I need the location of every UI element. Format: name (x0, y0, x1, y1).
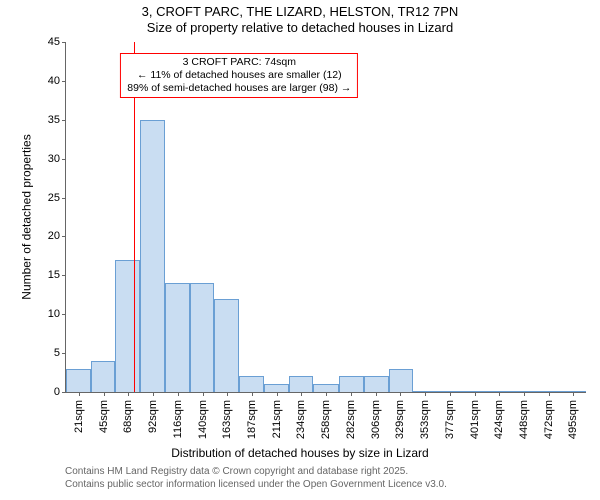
title-line-1: 3, CROFT PARC, THE LIZARD, HELSTON, TR12… (0, 4, 600, 20)
x-tick-label: 140sqm (197, 400, 209, 439)
y-tick: 5 (54, 347, 66, 359)
x-tick-label: 401sqm (469, 400, 481, 439)
x-tick-mark (227, 392, 228, 396)
x-tick-mark (499, 392, 500, 396)
histogram-bar (91, 361, 115, 392)
histogram-bar (115, 260, 140, 392)
histogram-bar (289, 376, 313, 392)
x-tick-label: 234sqm (295, 400, 307, 439)
chart-title: 3, CROFT PARC, THE LIZARD, HELSTON, TR12… (0, 4, 600, 37)
histogram-bar (165, 283, 190, 392)
x-tick-mark (178, 392, 179, 396)
x-tick-label: 163sqm (221, 400, 233, 439)
x-tick-mark (128, 392, 129, 396)
y-tick: 25 (48, 192, 66, 204)
x-tick-label: 211sqm (271, 400, 283, 438)
y-tick: 35 (48, 114, 66, 126)
x-tick-mark (475, 392, 476, 396)
y-tick: 45 (48, 36, 66, 48)
x-tick-label: 495sqm (567, 400, 579, 439)
y-tick: 40 (48, 75, 66, 87)
histogram-bar (190, 283, 214, 392)
histogram-bar (264, 384, 289, 392)
chart-container: { "title_line1": "3, CROFT PARC, THE LIZ… (0, 0, 600, 500)
x-tick-label: 329sqm (394, 400, 406, 439)
attribution: Contains HM Land Registry data © Crown c… (65, 466, 447, 491)
histogram-bar (364, 376, 389, 392)
x-axis-label: Distribution of detached houses by size … (0, 446, 600, 460)
x-tick-mark (450, 392, 451, 396)
x-tick-mark (203, 392, 204, 396)
annotation-line: ← 11% of detached houses are smaller (12… (127, 69, 351, 82)
histogram-bar (214, 299, 239, 392)
histogram-bar (140, 120, 165, 392)
x-tick-label: 306sqm (370, 400, 382, 439)
histogram-bar (313, 384, 338, 392)
x-tick-label: 187sqm (246, 400, 258, 439)
histogram-bar (339, 376, 364, 392)
x-tick-mark (326, 392, 327, 396)
y-tick: 15 (48, 269, 66, 281)
plot-area: 05101520253035404521sqm45sqm68sqm92sqm11… (65, 42, 586, 393)
x-tick-label: 116sqm (172, 400, 184, 438)
y-axis-label: Number of detached properties (20, 134, 34, 299)
x-tick-mark (153, 392, 154, 396)
x-tick-label: 353sqm (419, 400, 431, 439)
x-tick-mark (301, 392, 302, 396)
attribution-line-1: Contains HM Land Registry data © Crown c… (65, 466, 447, 479)
histogram-bar (239, 376, 264, 392)
annotation-line: 3 CROFT PARC: 74sqm (127, 56, 351, 69)
annotation-line: 89% of semi-detached houses are larger (… (127, 82, 351, 95)
x-tick-label: 448sqm (518, 400, 530, 439)
x-tick-mark (376, 392, 377, 396)
histogram-bar (66, 369, 91, 392)
x-tick-mark (79, 392, 80, 396)
y-tick: 20 (48, 230, 66, 242)
x-tick-mark (524, 392, 525, 396)
x-tick-mark (549, 392, 550, 396)
x-tick-label: 21sqm (73, 400, 85, 433)
y-tick: 0 (54, 386, 66, 398)
x-tick-label: 92sqm (147, 400, 159, 433)
x-tick-label: 258sqm (320, 400, 332, 439)
x-tick-mark (425, 392, 426, 396)
x-tick-mark (351, 392, 352, 396)
x-tick-label: 68sqm (122, 400, 134, 433)
y-tick: 30 (48, 153, 66, 165)
x-tick-label: 424sqm (493, 400, 505, 439)
x-tick-mark (104, 392, 105, 396)
x-tick-label: 472sqm (543, 400, 555, 439)
x-tick-mark (400, 392, 401, 396)
title-line-2: Size of property relative to detached ho… (0, 20, 600, 36)
annotation-box: 3 CROFT PARC: 74sqm← 11% of detached hou… (120, 53, 358, 98)
x-tick-label: 282sqm (345, 400, 357, 439)
x-tick-label: 377sqm (444, 400, 456, 439)
x-tick-mark (573, 392, 574, 396)
attribution-line-2: Contains public sector information licen… (65, 479, 447, 492)
x-tick-mark (252, 392, 253, 396)
y-tick: 10 (48, 308, 66, 320)
x-tick-mark (277, 392, 278, 396)
x-tick-label: 45sqm (98, 400, 110, 433)
histogram-bar (389, 369, 413, 392)
